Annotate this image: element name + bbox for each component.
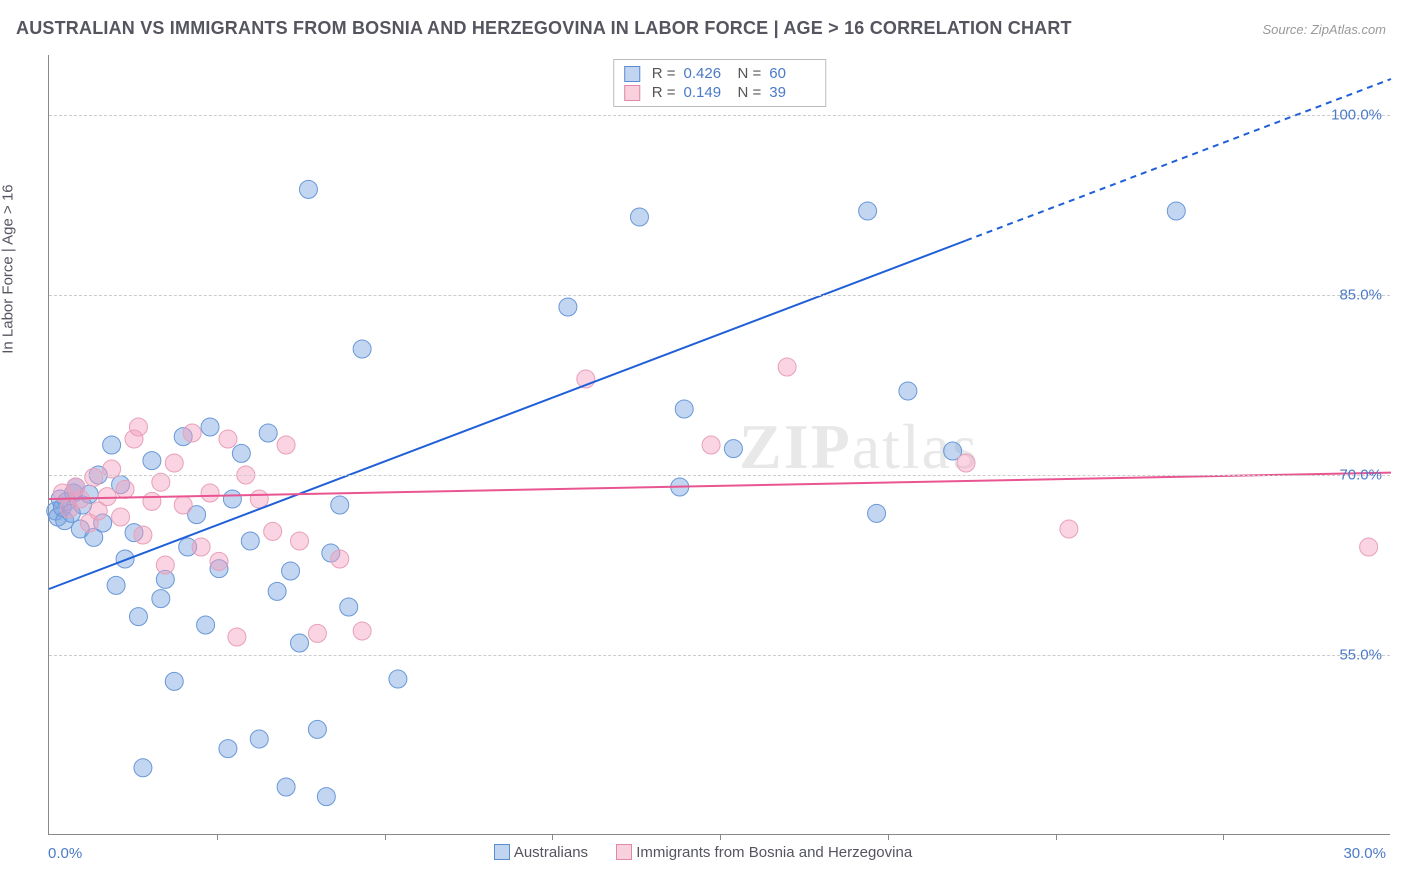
bottom-legend: Australians Immigrants from Bosnia and H… — [0, 844, 1406, 865]
swatch-blue-icon — [494, 844, 510, 860]
x-tick — [552, 834, 553, 840]
n-label: N = — [738, 84, 762, 101]
gridline — [49, 115, 1390, 116]
legend-item-immigrants: Immigrants from Bosnia and Herzegovina — [616, 844, 912, 861]
source-label: Source: ZipAtlas.com — [1262, 22, 1386, 37]
gridline — [49, 655, 1390, 656]
x-tick — [1223, 834, 1224, 840]
n-label: N = — [738, 65, 762, 82]
y-tick-label: 70.0% — [1339, 467, 1382, 484]
scatter-svg — [49, 55, 1390, 834]
legend-label-immigrants: Immigrants from Bosnia and Herzegovina — [636, 844, 912, 861]
stats-row-australians: R = 0.426 N = 60 — [624, 64, 816, 83]
y-tick-label: 100.0% — [1331, 107, 1382, 124]
gridline — [49, 475, 1390, 476]
n-value-blue: 60 — [769, 65, 815, 82]
x-tick — [720, 834, 721, 840]
chart-title: AUSTRALIAN VS IMMIGRANTS FROM BOSNIA AND… — [16, 18, 1072, 39]
x-tick — [1056, 834, 1057, 840]
gridline — [49, 295, 1390, 296]
y-axis-label: In Labor Force | Age > 16 — [0, 184, 17, 353]
y-tick-label: 85.0% — [1339, 287, 1382, 304]
r-label: R = — [652, 84, 676, 101]
legend-item-australians: Australians — [494, 844, 588, 861]
n-value-pink: 39 — [769, 84, 815, 101]
swatch-pink-icon — [624, 85, 640, 101]
x-tick — [888, 834, 889, 840]
swatch-pink-icon — [616, 844, 632, 860]
stats-legend: R = 0.426 N = 60 R = 0.149 N = 39 — [613, 59, 827, 107]
y-tick-label: 55.0% — [1339, 647, 1382, 664]
x-tick — [385, 834, 386, 840]
r-value-pink: 0.149 — [684, 84, 730, 101]
x-tick — [217, 834, 218, 840]
plot-area: ZIPatlas R = 0.426 N = 60 R = 0.149 N = … — [48, 55, 1390, 835]
r-value-blue: 0.426 — [684, 65, 730, 82]
stats-row-immigrants: R = 0.149 N = 39 — [624, 83, 816, 102]
legend-label-australians: Australians — [514, 844, 588, 861]
swatch-blue-icon — [624, 66, 640, 82]
r-label: R = — [652, 65, 676, 82]
